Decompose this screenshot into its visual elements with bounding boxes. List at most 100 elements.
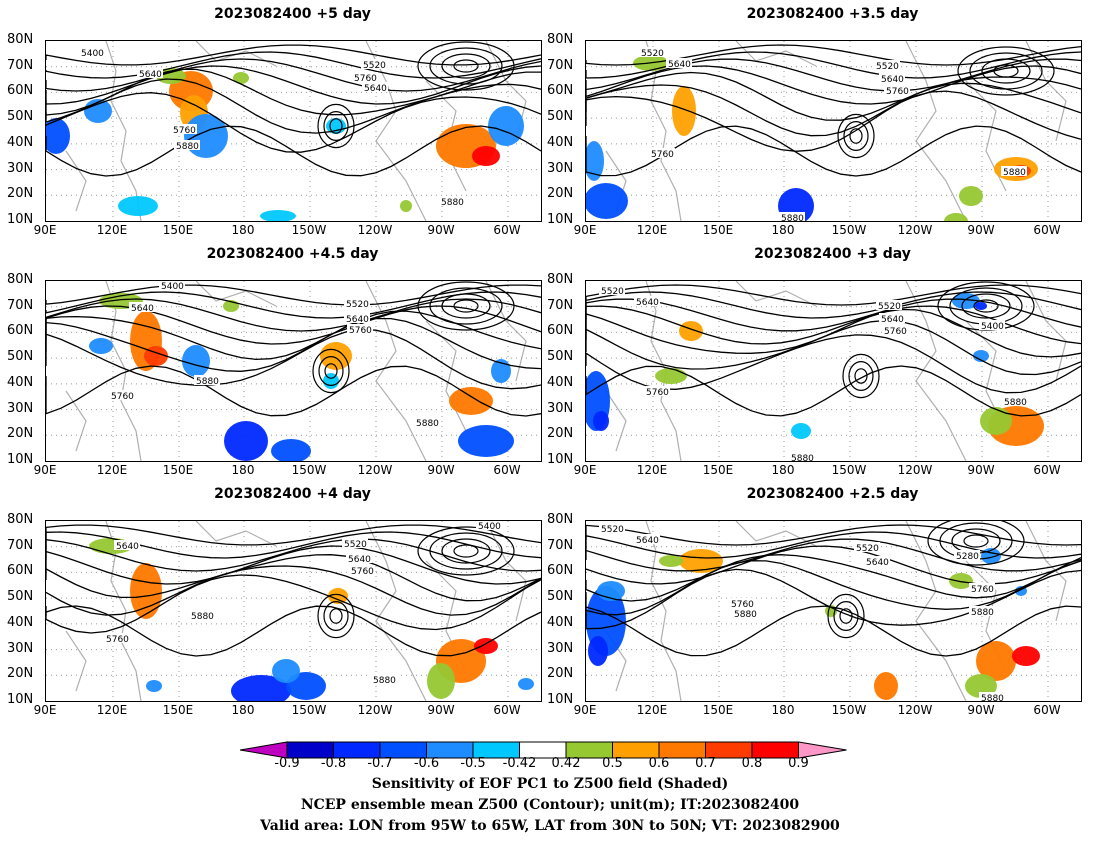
contour-label-background xyxy=(649,148,675,158)
latitude-tick-label: 30N xyxy=(7,160,34,176)
coastline xyxy=(905,281,967,461)
z500-contour xyxy=(586,560,1081,616)
contour-label: 5400 xyxy=(981,322,1004,332)
latitude-tick-label: 60N xyxy=(7,323,34,339)
map-plot-area: 5400 5520 5640 5760 5640 5760 5880 5880 xyxy=(45,40,542,222)
colorbar-tick-label: -0.8 xyxy=(320,756,347,771)
longitude-tick-label: 60W xyxy=(493,223,521,237)
sensitivity-shading xyxy=(146,680,162,692)
closed-low-contour xyxy=(837,113,875,159)
colorbar-triangle-high xyxy=(798,741,847,759)
sensitivity-shading xyxy=(976,641,1016,681)
longitude-tick-label: 120W xyxy=(357,223,393,237)
z500-contour xyxy=(586,538,1081,572)
z500-contour xyxy=(586,125,1081,177)
z500-contour xyxy=(46,565,541,616)
latitude-tick-label: 30N xyxy=(547,400,574,416)
sensitivity-shading xyxy=(323,373,339,389)
contour-label: 5640 xyxy=(348,555,371,565)
contour-label: 5880 xyxy=(734,610,757,620)
contour-label-background xyxy=(344,313,370,323)
contour-label-background xyxy=(729,598,755,608)
closed-low-contour xyxy=(429,47,503,85)
contour-label-background xyxy=(171,124,197,134)
contour-label-background xyxy=(854,542,880,552)
colorbar-tick-label: 0.5 xyxy=(602,756,623,771)
latitude-tick-label: 20N xyxy=(7,666,34,682)
z500-contour xyxy=(46,531,541,559)
sensitivity-shading xyxy=(182,345,210,377)
longitude-tick-label: 90W xyxy=(967,223,995,237)
contour-label-background xyxy=(371,674,397,684)
contour-label: 5520 xyxy=(856,544,879,554)
closed-low-contour xyxy=(973,299,999,313)
contour-label-background xyxy=(344,298,370,308)
z500-contour xyxy=(46,92,541,153)
longitude-tick-label: 180 xyxy=(231,223,255,237)
colorbar-tick-label: -0.6 xyxy=(413,756,440,771)
sensitivity-shading xyxy=(679,321,703,341)
contour-label-background xyxy=(362,82,388,92)
sensitivity-shading xyxy=(949,573,973,589)
contour-label-background xyxy=(969,606,995,616)
sensitivity-shading xyxy=(959,186,983,206)
longitude-tick-label: 120E xyxy=(96,463,128,477)
longitude-tick-label: 60W xyxy=(1033,703,1061,717)
contour-label-background xyxy=(109,390,135,400)
z500-contour xyxy=(586,298,1081,332)
sensitivity-shading xyxy=(588,636,608,666)
sensitivity-shading xyxy=(474,638,498,654)
sensitivity-shading xyxy=(449,387,493,415)
contour-label-background xyxy=(876,300,902,310)
coastline xyxy=(65,150,87,212)
contour-label: 5520 xyxy=(601,525,624,535)
latitude-tick-label: 50N xyxy=(7,109,34,125)
latitude-tick-label: 30N xyxy=(7,400,34,416)
closed-low-contour xyxy=(833,600,859,631)
longitude-tick-label: 150W xyxy=(291,463,327,477)
contour-label-background xyxy=(1001,166,1027,176)
sensitivity-shading xyxy=(975,302,987,310)
colorbar-tick-label: -0.7 xyxy=(367,756,393,771)
longitude-tick-label: 90E xyxy=(33,703,57,717)
contour-label: 5880 xyxy=(971,608,994,618)
closed-low-contour xyxy=(849,128,863,144)
contour-label: 5880 xyxy=(781,214,804,221)
latitude-tick-label: 70N xyxy=(7,537,34,553)
closed-low-contour xyxy=(963,534,989,548)
z500-contour xyxy=(586,65,1081,105)
closed-low-contour xyxy=(429,287,503,325)
latitude-tick-label: 70N xyxy=(7,297,34,313)
coastline xyxy=(735,281,817,307)
longitude-tick-label: 120W xyxy=(357,463,393,477)
closed-low-contour xyxy=(417,41,515,91)
coastline xyxy=(195,41,277,67)
contour-label-background xyxy=(414,417,440,427)
sensitivity-shading xyxy=(672,86,696,136)
contour-label-background xyxy=(639,47,665,57)
contour-label-background xyxy=(789,452,815,461)
sensitivity-shading xyxy=(224,421,268,461)
contour-label: 5640 xyxy=(866,558,889,568)
latitude-tick-label: 30N xyxy=(547,640,574,656)
latitude-tick-label: 10N xyxy=(547,692,574,707)
longitude-tick-label: 90W xyxy=(967,703,995,717)
latitude-tick-label: 70N xyxy=(547,297,574,313)
longitude-tick-label: 120W xyxy=(357,703,393,717)
contour-label: 5400 xyxy=(478,522,501,532)
latitude-tick-label: 40N xyxy=(547,374,574,390)
z500-contour xyxy=(586,291,1081,319)
contour-label: 5640 xyxy=(636,298,659,308)
latitude-tick-label: 80N xyxy=(7,512,34,527)
map-panel: 2023082400 +5 day 5400 5520 5640 5760 5640 576… xyxy=(7,6,542,237)
map-plot-area: 5400 5640 5520 5640 5760 5880 5760 5880 xyxy=(45,280,542,462)
contour-label: 5520 xyxy=(344,540,367,550)
latitude-tick-label: 20N xyxy=(547,186,574,202)
z500-contour xyxy=(46,317,541,372)
latitude-tick-label: 70N xyxy=(7,57,34,73)
contour-label: 5760 xyxy=(349,326,372,336)
contour-label-background xyxy=(954,550,980,560)
contour-label-background xyxy=(879,73,905,83)
